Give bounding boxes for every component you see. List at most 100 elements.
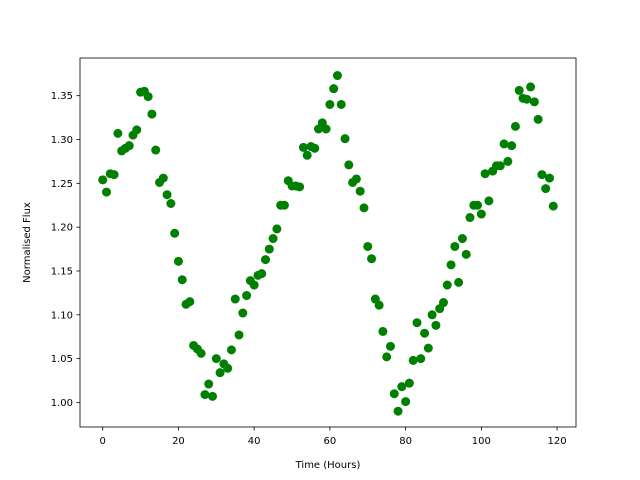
data-point	[211, 354, 221, 364]
data-point	[438, 298, 448, 308]
data-point	[548, 201, 558, 211]
data-point	[98, 175, 108, 185]
x-tick-label: 60	[324, 436, 337, 447]
data-point	[404, 378, 414, 388]
data-point	[454, 277, 464, 287]
data-point	[332, 71, 342, 81]
data-point	[344, 160, 354, 170]
data-point	[234, 330, 244, 340]
y-tick-label: 1.00	[51, 398, 73, 409]
data-point	[113, 128, 123, 138]
x-axis-label: Time (Hours)	[295, 460, 361, 471]
data-point	[499, 139, 509, 149]
data-point	[412, 318, 422, 328]
data-point	[230, 294, 240, 304]
x-tick-label: 40	[248, 436, 261, 447]
data-point	[226, 345, 236, 355]
data-point	[173, 256, 183, 266]
data-point	[484, 196, 494, 206]
data-point	[124, 141, 134, 151]
data-point	[382, 352, 392, 362]
data-point	[408, 355, 418, 365]
data-point	[446, 260, 456, 270]
data-point	[495, 161, 505, 171]
data-point	[503, 156, 513, 166]
data-point	[367, 254, 377, 264]
y-axis-ticks: 1.00 1.05 1.10 1.15 1.20 1.25 1.30 1.35	[51, 91, 80, 409]
data-point	[420, 328, 430, 338]
y-tick-label: 1.15	[51, 266, 73, 277]
data-point	[132, 125, 142, 135]
data-point	[476, 209, 486, 219]
data-point	[166, 199, 176, 208]
data-point	[147, 109, 157, 119]
data-point	[541, 184, 551, 194]
data-point	[461, 249, 471, 259]
data-point	[450, 241, 460, 251]
data-points	[98, 71, 558, 416]
x-tick-label: 100	[472, 436, 491, 447]
data-point	[393, 406, 403, 416]
data-point	[264, 244, 274, 254]
data-point	[268, 234, 278, 244]
data-point	[321, 124, 331, 134]
y-tick-label: 1.35	[51, 91, 73, 102]
data-point	[442, 280, 452, 290]
data-point	[102, 187, 111, 197]
data-point	[522, 94, 532, 104]
data-point	[257, 269, 267, 279]
data-point	[238, 308, 248, 318]
data-point	[109, 170, 119, 180]
data-point	[177, 275, 187, 285]
data-point	[480, 169, 490, 179]
data-point	[310, 143, 320, 153]
data-point	[363, 241, 373, 251]
data-point	[533, 114, 543, 124]
y-tick-label: 1.20	[51, 223, 73, 234]
data-point	[473, 200, 483, 210]
data-point	[359, 203, 369, 213]
x-tick-label: 0	[100, 436, 106, 447]
data-point	[185, 297, 195, 307]
data-point	[545, 173, 554, 183]
y-tick-label: 1.25	[51, 179, 73, 190]
data-point	[336, 99, 346, 109]
y-tick-label: 1.30	[51, 135, 73, 146]
data-point	[151, 145, 161, 155]
data-point	[325, 99, 335, 109]
data-point	[170, 228, 180, 238]
data-point	[249, 280, 259, 290]
data-point	[514, 85, 524, 95]
data-point	[465, 213, 475, 223]
data-point	[416, 354, 426, 364]
data-point	[389, 389, 399, 399]
data-point	[162, 190, 172, 200]
data-point	[295, 182, 305, 192]
data-point	[223, 363, 233, 373]
data-point	[378, 326, 388, 336]
data-point	[351, 174, 361, 184]
data-point	[261, 255, 271, 265]
x-tick-label: 80	[399, 436, 412, 447]
data-point	[507, 141, 517, 151]
data-point	[196, 348, 206, 358]
data-point	[457, 234, 467, 244]
data-point	[279, 200, 289, 210]
data-point	[510, 121, 520, 131]
data-point	[143, 92, 153, 102]
data-point	[298, 142, 308, 152]
data-point	[385, 341, 395, 351]
data-point	[329, 84, 339, 94]
data-point	[272, 224, 282, 234]
x-tick-label: 20	[172, 436, 185, 447]
data-point	[397, 382, 407, 392]
data-point	[427, 310, 437, 320]
data-point	[340, 134, 350, 144]
data-point	[431, 320, 441, 330]
data-point	[302, 150, 312, 160]
data-point	[374, 300, 384, 310]
data-point	[537, 170, 547, 180]
data-point	[529, 97, 539, 107]
data-point	[204, 379, 214, 389]
